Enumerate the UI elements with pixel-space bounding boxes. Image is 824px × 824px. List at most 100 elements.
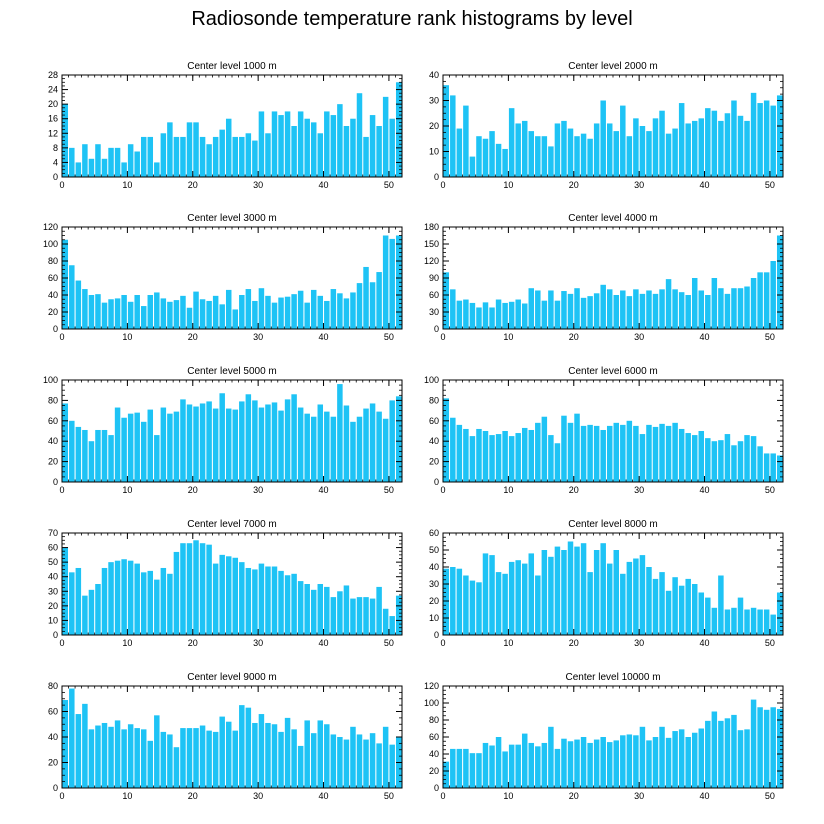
bar [652, 118, 659, 177]
bar [508, 744, 515, 788]
bar [252, 569, 258, 635]
x-tick-label: 20 [569, 791, 579, 801]
y-tick-label: 0 [434, 630, 439, 640]
bar [731, 288, 737, 329]
bar [541, 136, 548, 177]
x-tick-label: 30 [253, 332, 263, 342]
bar [443, 568, 450, 635]
y-tick-label: 40 [429, 436, 439, 446]
bar [548, 435, 554, 482]
panel-title: Center level 2000 m [568, 61, 658, 72]
bar [593, 739, 600, 788]
bar [731, 714, 737, 788]
bar [356, 597, 363, 635]
bar [718, 120, 724, 177]
bar [324, 586, 330, 635]
bar [724, 113, 731, 177]
bar [750, 607, 757, 635]
bar [757, 272, 763, 329]
x-tick-label: 30 [253, 638, 263, 648]
bar [350, 598, 356, 635]
bar [620, 424, 626, 482]
bar [134, 563, 140, 635]
x-tick-label: 20 [569, 332, 579, 342]
y-tick-label: 60 [48, 273, 58, 283]
bar [389, 400, 395, 482]
bar [258, 288, 265, 329]
x-tick-label: 0 [59, 485, 64, 495]
bar [310, 589, 317, 635]
bar [705, 720, 711, 788]
bar [245, 289, 252, 329]
bar [62, 700, 69, 788]
bar [225, 556, 232, 635]
bar [770, 453, 776, 482]
x-tick-label: 50 [384, 180, 394, 190]
bar [744, 609, 750, 635]
bar [291, 126, 297, 177]
bar [626, 734, 633, 788]
bar [724, 609, 731, 635]
bar [718, 575, 724, 635]
bar [369, 115, 376, 177]
y-tick-label: 40 [429, 70, 439, 80]
bar [521, 427, 528, 482]
bar [587, 742, 593, 788]
bar [343, 405, 350, 482]
bar [121, 729, 127, 788]
bar [356, 734, 363, 788]
bar [88, 158, 95, 177]
bar [495, 143, 502, 177]
bar [528, 553, 535, 635]
bar [291, 729, 297, 788]
bar [724, 718, 731, 788]
bar [685, 295, 691, 329]
bar [160, 298, 167, 329]
bar [376, 126, 382, 177]
bar [724, 293, 731, 329]
bar [225, 118, 232, 177]
bar [173, 551, 180, 635]
bar [186, 122, 193, 177]
bar [69, 572, 75, 635]
bar [121, 417, 127, 482]
bar [554, 748, 561, 788]
bar [482, 302, 489, 329]
x-tick-label: 0 [440, 791, 445, 801]
x-tick-label: 50 [384, 638, 394, 648]
y-tick-label: 80 [48, 395, 58, 405]
bar [587, 296, 593, 329]
bar [154, 292, 160, 329]
bar [265, 566, 271, 635]
panel-title: Center level 10000 m [565, 672, 660, 683]
bar [633, 289, 639, 329]
y-tick-label: 80 [429, 715, 439, 725]
bar [469, 156, 476, 177]
histogram-panel-2: Center level 2000 m 0 10 20 30 40 50 0 10 20 30 40 [429, 61, 784, 190]
bar [698, 290, 705, 329]
bar [167, 122, 173, 177]
panel-title: Center level 4000 m [568, 213, 658, 224]
bar [121, 162, 127, 177]
bar [652, 426, 659, 482]
bar [711, 441, 718, 482]
y-tick-label: 30 [429, 96, 439, 106]
bar [731, 100, 737, 177]
bar [541, 742, 548, 788]
x-tick-label: 0 [440, 485, 445, 495]
x-tick-label: 50 [765, 791, 775, 801]
x-tick-label: 0 [59, 638, 64, 648]
bar [69, 420, 75, 482]
bar [154, 162, 160, 177]
bar [678, 292, 685, 329]
bar [685, 737, 691, 788]
bar [580, 425, 587, 482]
bar [278, 731, 284, 788]
bar [304, 413, 310, 482]
bar [580, 297, 587, 329]
bar [750, 436, 757, 482]
bar [482, 138, 489, 177]
y-tick-label: 0 [53, 477, 58, 487]
y-tick-label: 120 [43, 222, 58, 232]
